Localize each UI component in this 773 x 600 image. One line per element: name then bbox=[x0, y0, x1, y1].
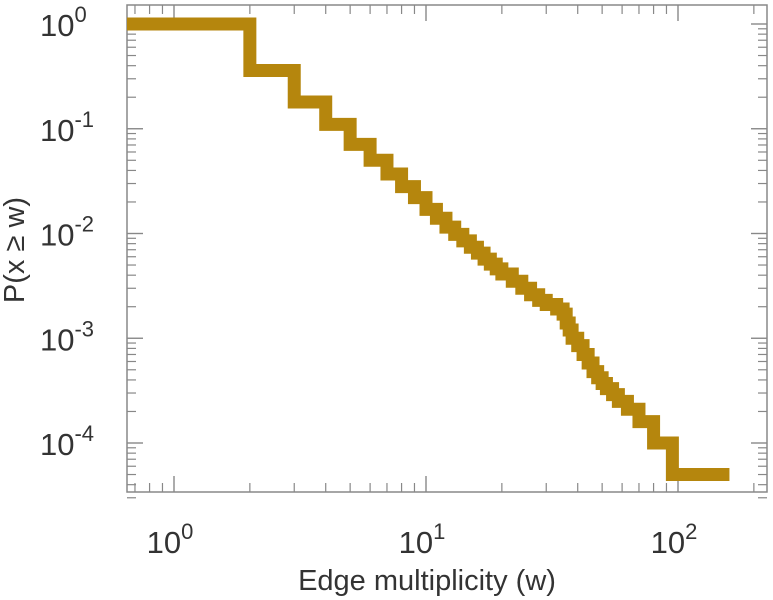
y-tick-label: 10-2 bbox=[40, 212, 94, 253]
minor-ticks bbox=[127, 5, 767, 499]
x-tick-label: 100 bbox=[147, 519, 194, 560]
series-layer bbox=[127, 17, 730, 482]
plot-frame bbox=[126, 4, 768, 493]
x-tick-labels: 100 101 102 bbox=[147, 519, 698, 560]
x-axis-label: Edge multiplicity (w) bbox=[298, 565, 556, 597]
y-tick-label: 100 bbox=[40, 2, 87, 43]
y-tick-label: 10-3 bbox=[40, 316, 94, 357]
major-ticks bbox=[127, 5, 767, 492]
x-tick-label: 101 bbox=[399, 519, 446, 560]
ccdf-step-line bbox=[127, 17, 730, 482]
y-tick-label: 10-1 bbox=[40, 107, 94, 148]
x-tick-label: 102 bbox=[651, 519, 698, 560]
y-tick-label: 10-4 bbox=[40, 421, 94, 462]
y-axis-label: P(x ≥ w) bbox=[0, 197, 31, 303]
y-tick-labels: 100 10-1 10-2 10-3 10-4 bbox=[40, 2, 94, 462]
